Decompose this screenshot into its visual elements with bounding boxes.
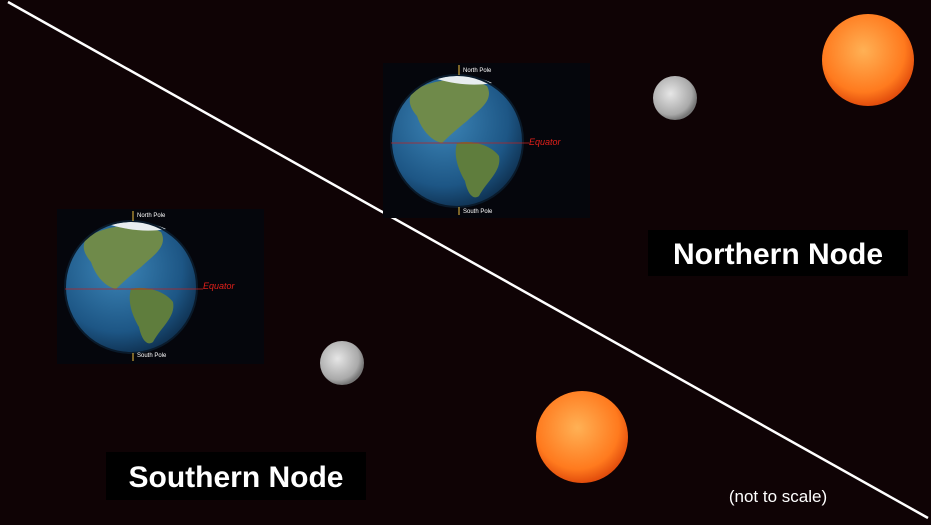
note: (not to scale) (729, 487, 827, 506)
equator-label: Equator (203, 281, 236, 291)
north-pole-label: North Pole (137, 213, 166, 219)
southern-node-label: Southern Node (129, 461, 344, 494)
northern-node-label: Northern Node (673, 238, 883, 271)
sun (536, 391, 628, 483)
moon (653, 76, 697, 120)
north-pole-label: North Pole (463, 68, 492, 74)
south-pole-label: South Pole (137, 353, 167, 359)
earth-south: North Pole South Pole Equator (57, 209, 264, 364)
scene: North Pole South Pole Equator North Pole… (0, 0, 931, 525)
equator-label: Equator (529, 137, 562, 147)
moon (320, 341, 364, 385)
south-pole-label: South Pole (463, 209, 493, 215)
sun (822, 14, 914, 106)
earth-north: North Pole South Pole Equator (383, 63, 590, 218)
